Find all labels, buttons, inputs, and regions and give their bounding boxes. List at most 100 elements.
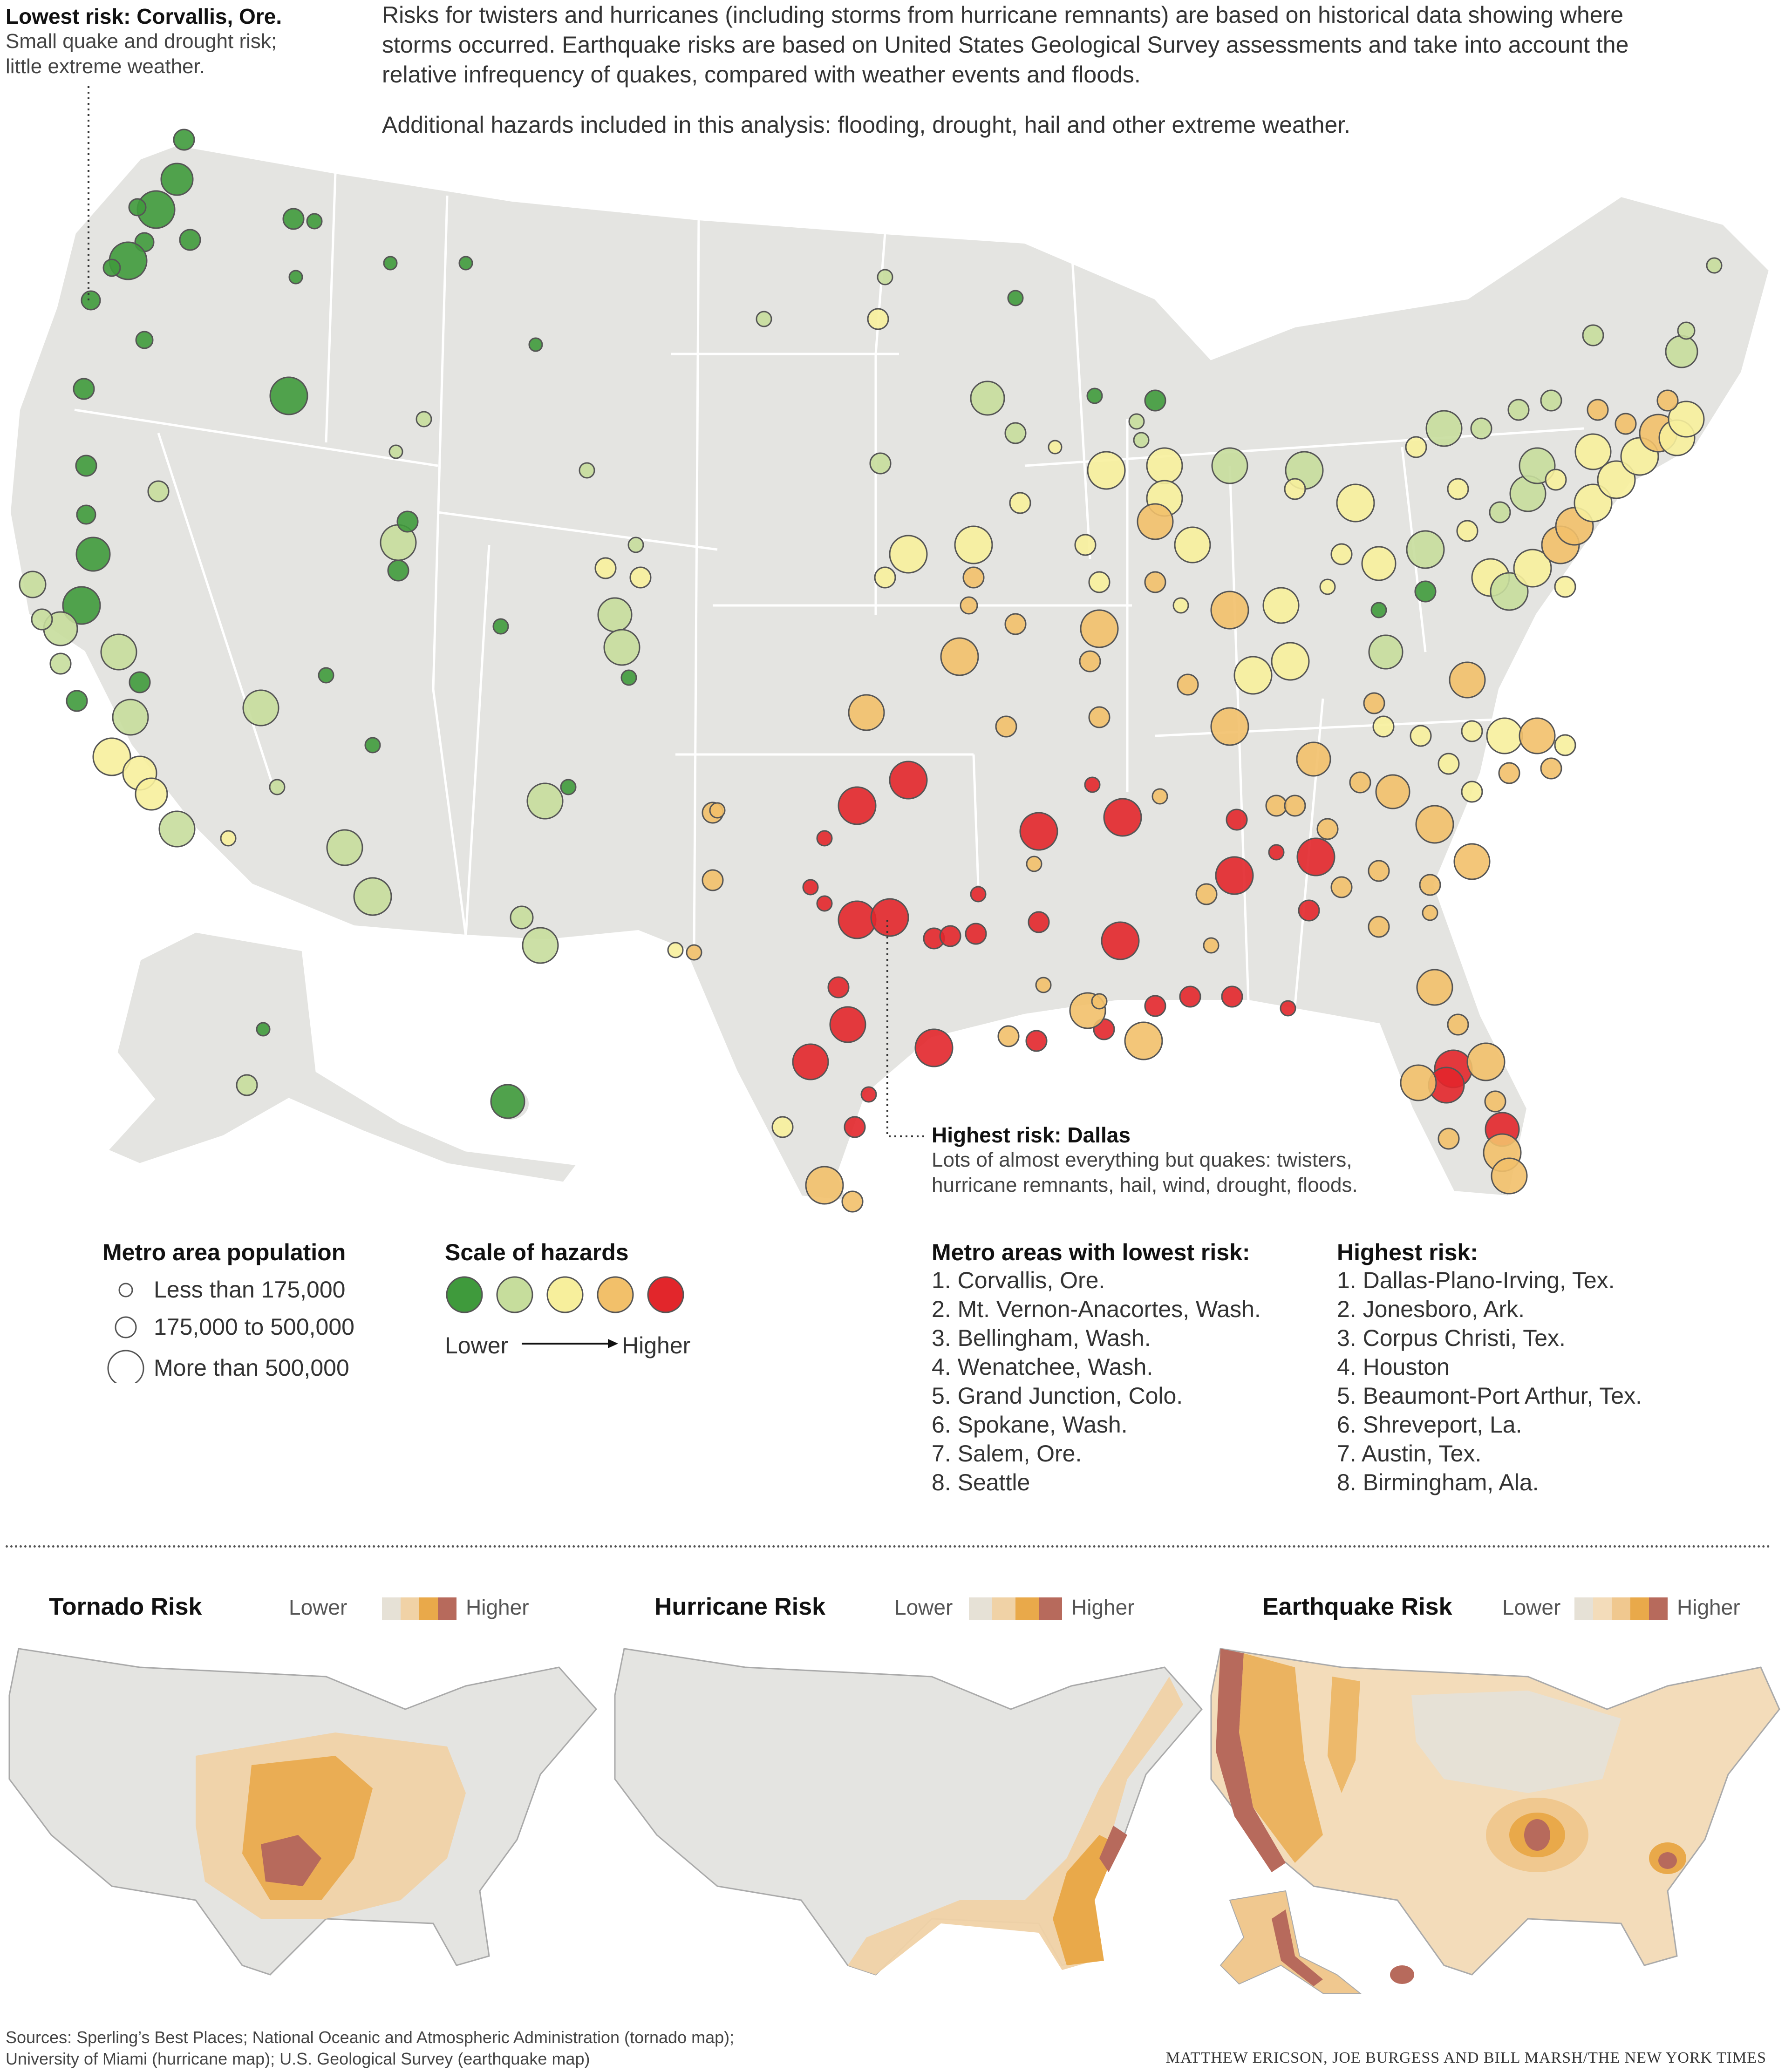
metro-circle (1615, 413, 1637, 435)
metro-circle (1447, 478, 1469, 500)
metro-circle (1414, 580, 1437, 603)
metro-circle (1319, 578, 1336, 595)
metro-circle (995, 715, 1017, 738)
metro-circle (236, 1074, 258, 1096)
hurricane-scale-lower: Lower (894, 1595, 953, 1619)
sources: Sources: Sperling’s Best Places; Nationa… (6, 2027, 1124, 2070)
metro-circle (1174, 526, 1211, 564)
metro-circle (838, 900, 877, 939)
list-item: 7. Salem, Ore. (932, 1440, 1082, 1467)
metro-circle (1298, 899, 1320, 922)
tornado-swatch-2 (401, 1597, 419, 1620)
legend-circle-small (118, 1283, 133, 1298)
hurricane-swatch-1 (969, 1597, 992, 1620)
hurricane-risk-outer (848, 1677, 1183, 1975)
metro-circle (954, 525, 993, 564)
sources-line-2: University of Miami (hurricane map); U.S… (6, 2049, 590, 2068)
metro-circle (939, 925, 961, 947)
metro-circle (1079, 650, 1101, 673)
metro-circle (1461, 781, 1483, 803)
metro-circle (19, 571, 47, 598)
metro-circle (81, 290, 101, 311)
tornado-swatch-1 (382, 1597, 401, 1620)
metro-circle (1195, 883, 1218, 905)
metro-circle (528, 337, 543, 352)
metro-circle (1582, 324, 1604, 346)
earthquake-intermountain (1328, 1677, 1360, 1793)
earthquake-risk-title: Earthquake Risk (1262, 1593, 1452, 1620)
earthquake-new-madrid-high (1524, 1819, 1550, 1851)
metro-circle (1296, 741, 1331, 777)
hurricane-risk-panel: Hurricane Risk Lower Higher (606, 1583, 1206, 2012)
metro-circle (838, 786, 877, 825)
metro-circle (709, 802, 726, 819)
metro-circle (870, 898, 909, 937)
metro-circle (816, 830, 833, 847)
legend-circle-large (107, 1350, 144, 1383)
metro-circle (1587, 399, 1609, 421)
metro-circle (1554, 734, 1576, 756)
metro-circle (1146, 447, 1183, 484)
metro-circle (1519, 447, 1556, 484)
metro-circle (827, 976, 850, 999)
metro-circle (416, 411, 432, 428)
metro-circle (1128, 413, 1145, 430)
metro-circle (282, 208, 305, 230)
metro-circle (1484, 1090, 1506, 1113)
metro-circle (1486, 717, 1523, 754)
metro-circle (1074, 534, 1097, 556)
tornado-risk-high (261, 1835, 321, 1886)
earthquake-scale-swatches (1574, 1597, 1668, 1620)
metro-circle (173, 129, 195, 151)
metro-circle (1361, 546, 1397, 581)
metro-circle (129, 671, 151, 693)
highest-list-title: Highest risk: (1337, 1239, 1478, 1265)
metro-circle (1144, 571, 1166, 593)
hazard-swatch-5 (647, 1276, 684, 1313)
metro-circle (135, 777, 168, 811)
earthquake-hawaii (1390, 1965, 1414, 1984)
metro-circle (49, 652, 72, 675)
earthquake-swatch-3 (1612, 1597, 1630, 1620)
metro-circle (306, 213, 323, 230)
metro-circle (1349, 771, 1371, 794)
metro-circle (526, 782, 564, 820)
metro-circle (1368, 916, 1390, 938)
metro-circle (100, 633, 137, 671)
section-divider (6, 1545, 1771, 1548)
metro-circle (1410, 725, 1432, 747)
hazard-swatch-4 (597, 1276, 634, 1313)
metro-circle (1210, 707, 1249, 746)
intro-paragraph-1: Risks for twisters and hurricanes (inclu… (382, 2, 1629, 88)
metro-circle (1438, 753, 1460, 775)
list-item: 8. Birmingham, Ala. (1337, 1469, 1539, 1495)
metro-circle (970, 886, 987, 903)
callout-highest: Highest risk: Dallas Lots of almost ever… (932, 1122, 1444, 1198)
earthquake-west-coast-high (1216, 1649, 1286, 1872)
metro-circle (1336, 483, 1375, 523)
lowest-risk-list: Metro areas with lowest risk: 1. Corvall… (932, 1239, 1328, 1497)
metro-circle (1574, 483, 1613, 523)
metro-circle (492, 618, 509, 635)
metro-circle (1368, 634, 1403, 670)
metro-circle (1438, 1128, 1460, 1150)
metro-circle (1597, 460, 1636, 499)
metro-circle (1706, 257, 1723, 274)
metro-circle (1519, 717, 1556, 754)
metro-circle (1215, 856, 1254, 895)
metro-circle (112, 699, 149, 736)
metro-circle (1101, 921, 1140, 960)
metro-circle (1668, 401, 1705, 438)
metro-circle (1026, 856, 1042, 872)
metro-circle (1545, 469, 1567, 491)
metro-circle (997, 1025, 1020, 1047)
metro-circle (1330, 876, 1353, 898)
list-item: 3. Bellingham, Wash. (932, 1325, 1151, 1351)
metro-circle (579, 462, 595, 479)
metro-circle (1665, 335, 1698, 368)
metro-circle (1144, 389, 1166, 412)
metro-circle (1080, 609, 1119, 648)
metro-circle (667, 942, 684, 958)
metro-circle (1019, 812, 1058, 851)
callout-highest-line2: hurricane remnants, hail, wind, drought,… (932, 1174, 1358, 1196)
